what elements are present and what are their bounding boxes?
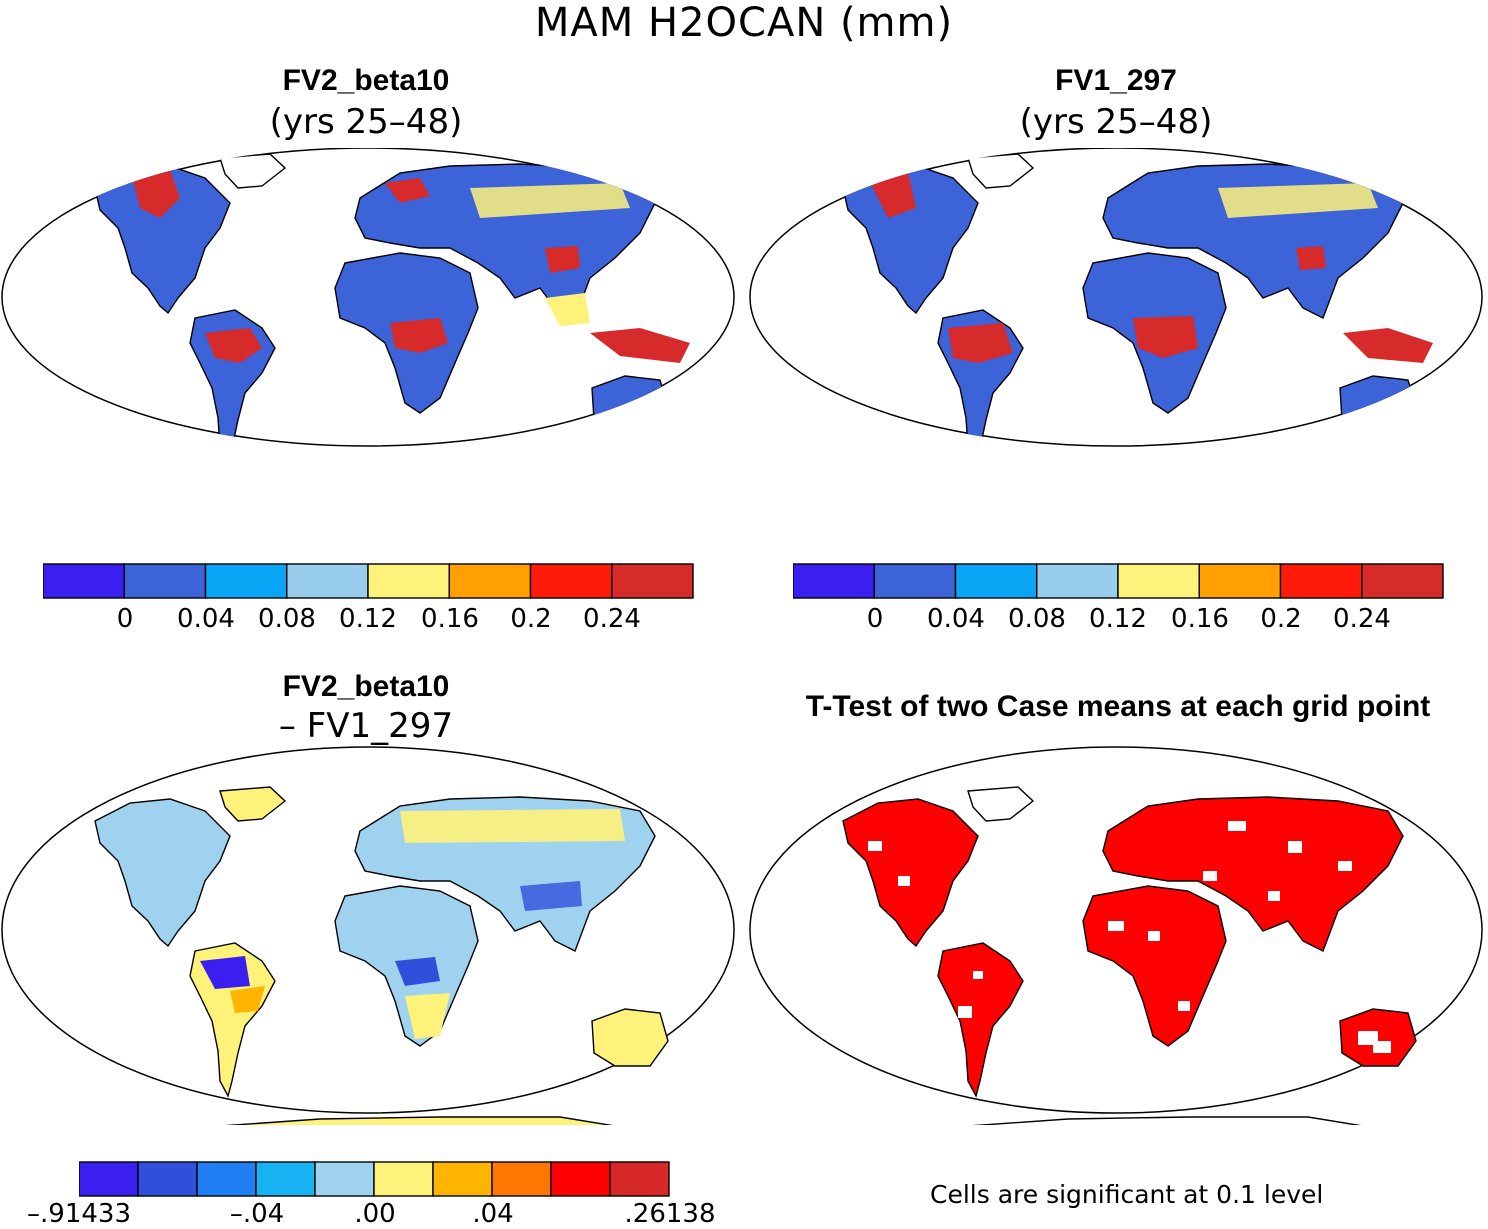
colorbar-fv2-label-1: 0.04 [177, 604, 235, 634]
colorbar-fv1-swatch-2 [954, 563, 1038, 599]
land-australia [591, 375, 669, 434]
colorbar-fv1-label-2: 0.08 [1008, 604, 1066, 634]
colorbar-fv2 [43, 563, 694, 599]
colorbar-diff-swatch-9 [609, 1161, 670, 1197]
colorbar-fv2-label-6: 0.24 [583, 604, 641, 634]
colorbar-diff-label-2: .00 [354, 1199, 396, 1229]
land-south-america [937, 942, 1024, 1098]
colorbar-diff-label-4: .26138 [624, 1199, 716, 1229]
panel-title-fv1: FV1_297 [1055, 64, 1177, 97]
colorbar-fv1-label-4: 0.16 [1171, 604, 1229, 634]
colorbar-fv1-label-3: 0.12 [1089, 604, 1147, 634]
patch-amazon [948, 323, 1013, 363]
colorbar-diff-swatch-4 [314, 1161, 375, 1197]
insignificant-cells [868, 821, 1391, 1053]
colorbar-fv1-swatch-6 [1279, 563, 1363, 599]
colorbar-fv1-label-6: 0.24 [1333, 604, 1391, 634]
land-north-america [842, 165, 979, 315]
patch-congo-neg [395, 957, 440, 986]
colorbar-fv1 [793, 563, 1444, 599]
colorbar-diff-label-1: –.04 [229, 1199, 285, 1229]
patch-china-neg [520, 881, 582, 911]
patch-siberia [470, 183, 630, 218]
patch-congo [390, 318, 448, 353]
land-north-america [94, 798, 231, 948]
colorbar-fv2-label-5: 0.2 [510, 604, 552, 634]
colorbar-fv2-label-3: 0.12 [339, 604, 397, 634]
panel-subtitle-diff: – FV1_297 [278, 706, 454, 746]
panel-title-diff: FV2_beta10 [282, 670, 450, 703]
colorbar-fv2-label-0: 0 [116, 604, 134, 634]
colorbar-fv1-swatch-7 [1361, 563, 1444, 599]
colorbar-fv1-swatch-3 [1036, 563, 1119, 599]
patch-china [1296, 246, 1326, 270]
colorbar-fv1-swatch-0 [793, 563, 875, 599]
land-greenland [219, 153, 287, 189]
colorbar-fv2-label-4: 0.16 [421, 604, 479, 634]
colorbar-fv2-swatch-4 [367, 563, 450, 599]
colorbar-fv2-label-2: 0.08 [258, 604, 316, 634]
patch-india-east [545, 293, 590, 326]
patch-eurasia-pos [400, 809, 625, 843]
colorbar-diff [79, 1161, 670, 1197]
land-antarctica [828, 486, 1448, 528]
patch-china [545, 246, 580, 273]
map-difference [1, 746, 735, 1125]
colorbar-fv2-swatch-0 [43, 563, 125, 599]
land-north-america [842, 798, 979, 948]
land-greenland [219, 786, 287, 822]
land-greenland [967, 153, 1035, 189]
colorbar-fv2-swatch-7 [611, 563, 694, 599]
land-australia [1339, 375, 1417, 434]
colorbar-diff-swatch-2 [196, 1161, 257, 1197]
colorbar-fv2-swatch-3 [286, 563, 369, 599]
patch-indonesia [1343, 328, 1433, 363]
patch-southern-africa [405, 993, 450, 1039]
patch-amazon-neg [200, 956, 250, 989]
colorbar-diff-label-3: .04 [472, 1199, 514, 1229]
land-antarctica [80, 486, 700, 528]
land-australia [591, 1008, 669, 1067]
patch-canada-north [132, 170, 180, 218]
map-ttest [749, 746, 1483, 1125]
colorbar-fv1-swatch-5 [1198, 563, 1282, 599]
colorbar-fv2-swatch-2 [204, 563, 288, 599]
patch-amazon [205, 328, 262, 363]
map-fv2-beta10 [1, 148, 735, 528]
colorbar-diff-swatch-5 [373, 1161, 434, 1197]
colorbar-diff-label-0: –.91433 [27, 1199, 131, 1229]
colorbar-diff-swatch-6 [432, 1161, 493, 1197]
colorbar-diff-swatch-1 [137, 1161, 198, 1197]
main-title: MAM H2OCAN (mm) [534, 0, 954, 46]
patch-canada-north [868, 172, 916, 218]
colorbar-fv1-label-1: 0.04 [927, 604, 985, 634]
significance-note: Cells are significant at 0.1 level [930, 1180, 1324, 1209]
colorbar-fv2-swatch-6 [529, 563, 613, 599]
map-fv1-297 [749, 148, 1483, 528]
panel-subtitle-fv1: (yrs 25–48) [1019, 102, 1213, 142]
panel-title-ttest: T-Test of two Case means at each grid po… [805, 690, 1431, 723]
land-antarctica [224, 1116, 614, 1125]
land-north-america [94, 165, 231, 315]
panel-title-fv2: FV2_beta10 [282, 64, 450, 97]
colorbar-diff-swatch-7 [491, 1161, 552, 1197]
colorbar-fv1-swatch-1 [873, 563, 957, 599]
patch-congo [1133, 316, 1198, 358]
colorbar-fv1-label-5: 0.2 [1260, 604, 1302, 634]
panel-subtitle-fv2: (yrs 25–48) [269, 102, 463, 142]
patch-siberia [1218, 183, 1378, 218]
patch-scandinavia [385, 178, 430, 203]
colorbar-diff-swatch-8 [550, 1161, 611, 1197]
land-greenland [967, 786, 1035, 822]
colorbar-diff-swatch-0 [79, 1161, 139, 1197]
land-antarctica [972, 1116, 1362, 1125]
patch-indonesia [590, 328, 690, 363]
patch-brazil-pos [230, 986, 265, 1013]
colorbar-diff-swatch-3 [255, 1161, 316, 1197]
colorbar-fv1-swatch-4 [1117, 563, 1200, 599]
colorbar-fv2-swatch-5 [448, 563, 532, 599]
colorbar-fv1-label-0: 0 [866, 604, 884, 634]
land-eurasia [1102, 796, 1404, 952]
colorbar-fv2-swatch-1 [123, 563, 207, 599]
